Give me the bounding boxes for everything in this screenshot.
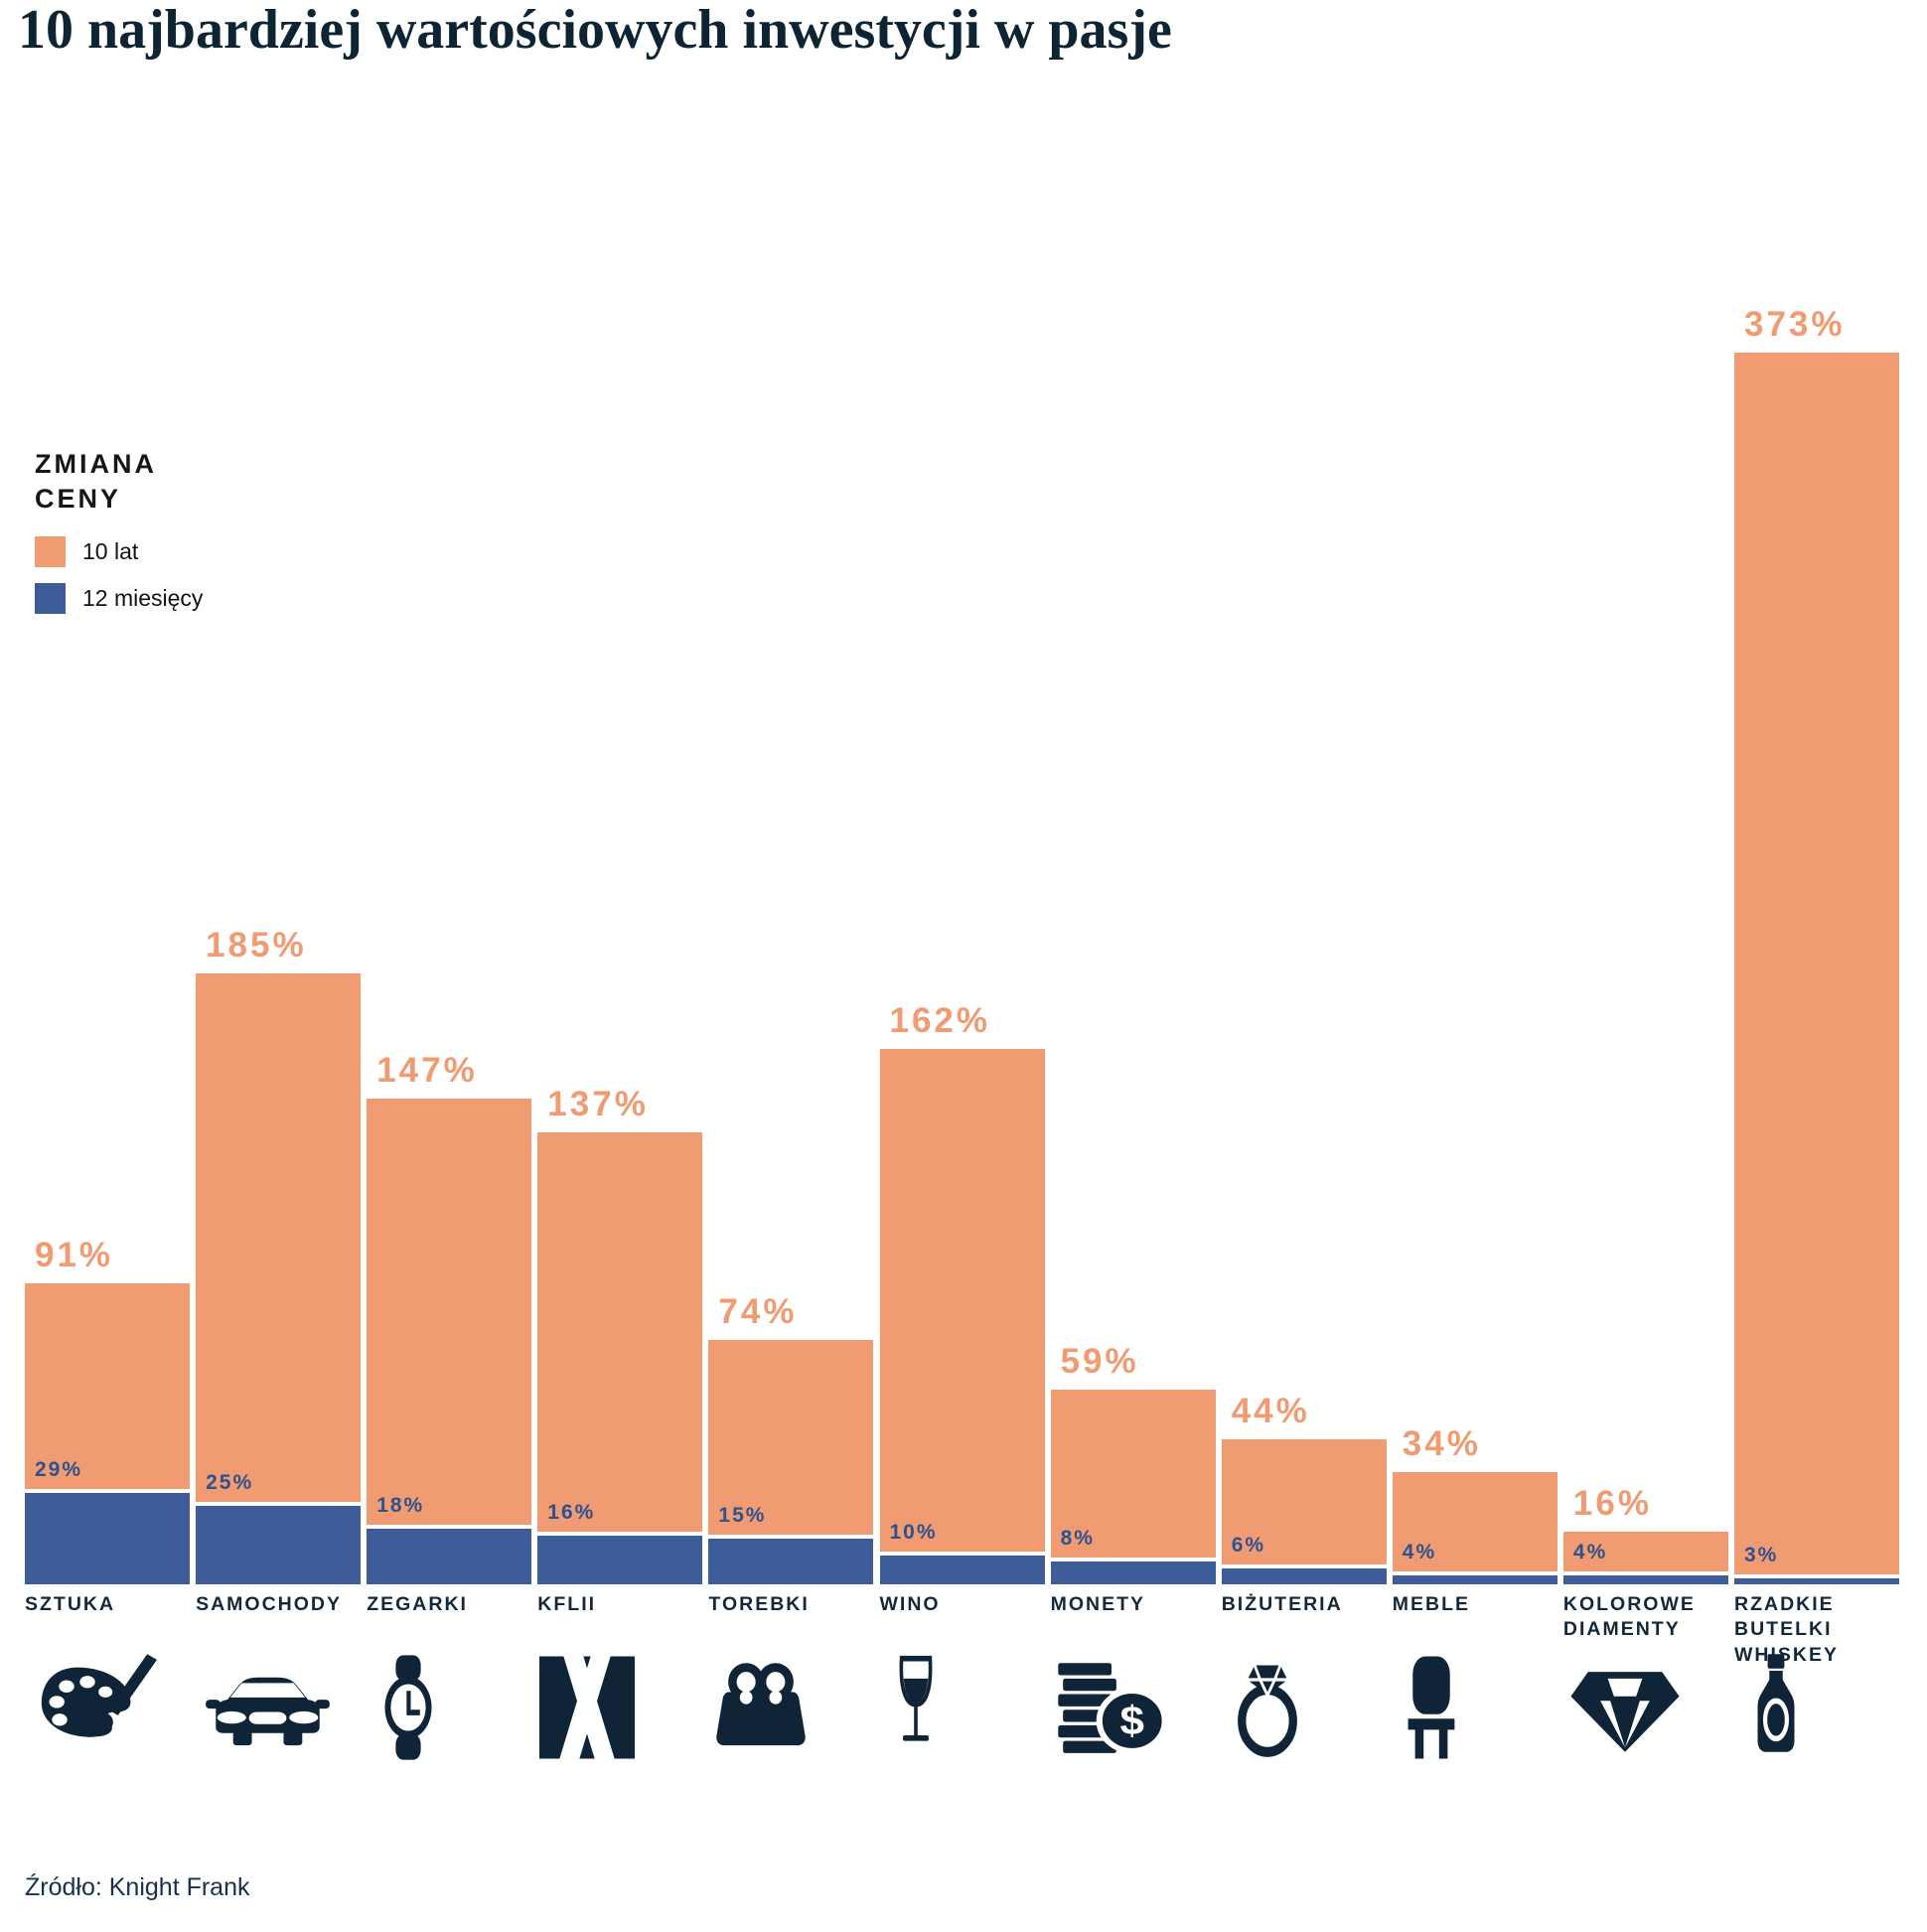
category-label-monety: MONETY [1050,1593,1146,1615]
category-label-biżuteria: BIŻUTERIA [1221,1593,1343,1615]
diamond-icon [1563,1652,1687,1763]
category-label-samochody: SAMOCHODY [196,1593,343,1615]
legend-item-10-lat: 10 lat [35,536,293,568]
legend-label: 10 lat [82,538,139,565]
bar-12miesiecy-meble [1392,1570,1557,1584]
legend-swatch [35,536,66,568]
category-label-rzadkie-butelki-whiskey: RZADKIE BUTELKI WHISKEY [1734,1593,1840,1666]
value-label-10lat-rzadkie-butelki-whiskey: 373% [1744,304,1846,344]
value-label-10lat-wino: 162% [889,1001,991,1041]
bar-10lat-kflii [537,1131,703,1584]
value-label-10lat-sztuka: 91% [35,1236,114,1275]
legend-items: 10 lat 12 miesięcy [35,536,293,615]
value-label-12miesiecy-meble: 4% [1402,1540,1437,1563]
category-label-wino: WINO [879,1593,941,1615]
source-credit: Źródło: Knight Frank [25,1873,250,1901]
watch-icon [367,1652,450,1763]
value-label-12miesiecy-wino: 10% [889,1520,938,1544]
value-label-12miesiecy-zegarki: 18% [376,1494,425,1518]
value-label-12miesiecy-rzadkie-butelki-whiskey: 3% [1744,1544,1779,1567]
category-label-zegarki: ZEGARKI [367,1593,468,1615]
value-label-12miesiecy-biżuteria: 6% [1231,1534,1266,1558]
value-label-10lat-zegarki: 147% [376,1051,478,1091]
wine-glass-icon [880,1652,952,1763]
legend-label: 12 miesięcy [82,585,204,612]
bar-10lat-meble [1392,1471,1557,1584]
legend-title: ZMIANA CENY [35,449,156,515]
legend-item-12-miesiecy: 12 miesięcy [35,583,293,615]
palette-icon [25,1652,164,1763]
bar-10lat-wino [879,1049,1045,1584]
car-icon [196,1652,340,1763]
value-label-12miesiecy-sztuka: 29% [35,1457,83,1481]
bar-12miesiecy-biżuteria [1221,1564,1387,1584]
coins-icon [1051,1652,1172,1763]
value-label-10lat-meble: 34% [1402,1423,1481,1463]
bar-12miesiecy-sztuka [25,1488,190,1584]
value-label-12miesiecy-torebki: 15% [718,1504,767,1528]
chair-icon [1393,1652,1470,1763]
value-label-10lat-kolorowe-diamenty: 16% [1572,1483,1652,1523]
bar-12miesiecy-wino [879,1551,1045,1584]
page-title: 10 najbardziej wartościowych inwestycji … [18,0,1172,61]
bar-10lat-monety [1050,1389,1216,1584]
ring-icon [1222,1652,1313,1763]
value-label-10lat-biżuteria: 44% [1231,1391,1310,1430]
whiskey-bottle-icon [1734,1652,1818,1763]
value-label-12miesiecy-samochody: 25% [206,1470,254,1494]
bar-10lat-zegarki [367,1099,532,1584]
category-label-kolorowe-diamenty: KOLOROWE DIAMENTY [1562,1593,1696,1641]
legend: ZMIANA CENY 10 lat 12 miesięcy [35,447,293,630]
category-label-sztuka: SZTUKA [25,1593,116,1615]
category-label-torebki: TOREBKI [708,1593,810,1615]
bar-12miesiecy-kolorowe-diamenty [1562,1570,1728,1584]
value-label-12miesiecy-monety: 8% [1060,1527,1095,1551]
handbag-icon [708,1652,814,1763]
category-label-meble: MEBLE [1392,1593,1471,1615]
kfii-icon [537,1652,637,1763]
bar-12miesiecy-samochody [196,1501,362,1584]
value-label-12miesiecy-kflii: 16% [547,1500,596,1524]
value-label-10lat-kflii: 137% [547,1084,649,1123]
bar-10lat-rzadkie-butelki-whiskey [1734,352,1899,1584]
bar-12miesiecy-zegarki [367,1525,532,1584]
bar-12miesiecy-kflii [537,1531,703,1584]
bar-10lat-samochody [196,972,362,1584]
value-label-10lat-samochody: 185% [206,925,307,965]
value-label-12miesiecy-kolorowe-diamenty: 4% [1572,1540,1608,1563]
bar-12miesiecy-rzadkie-butelki-whiskey [1734,1574,1899,1584]
bar-12miesiecy-monety [1050,1558,1216,1584]
value-label-10lat-monety: 59% [1060,1341,1139,1381]
legend-swatch [35,583,66,615]
bar-12miesiecy-torebki [708,1535,874,1584]
category-label-kflii: KFLII [537,1593,597,1615]
bar-10lat-biżuteria [1221,1438,1387,1584]
value-label-10lat-torebki: 74% [718,1291,798,1331]
